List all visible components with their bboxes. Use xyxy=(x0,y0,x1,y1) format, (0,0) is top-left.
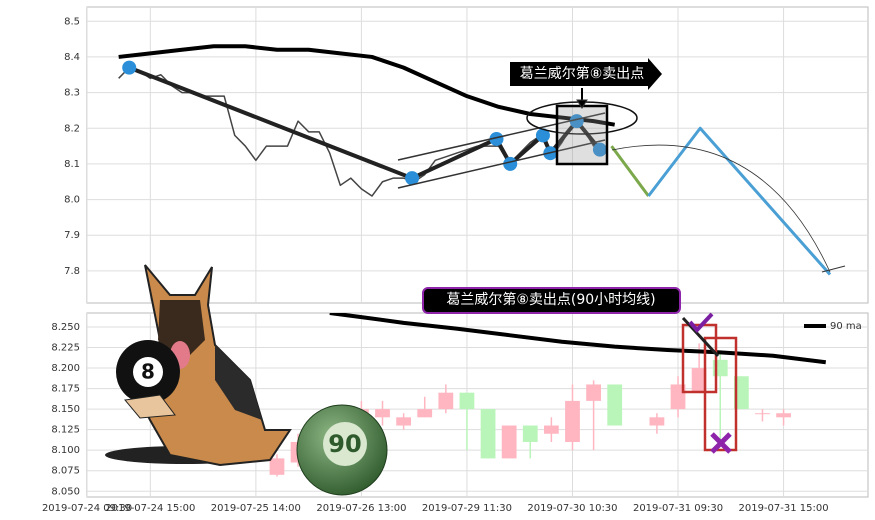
y-tick-label: 8.100 xyxy=(51,445,80,456)
candle-body xyxy=(649,417,665,426)
y-tick-label: 8.125 xyxy=(51,425,80,436)
callout-box xyxy=(422,287,681,314)
ball-label: 90 xyxy=(328,430,361,458)
ball-8-spot xyxy=(133,357,163,387)
line-series xyxy=(610,145,650,197)
annotation: 葛兰威尔第⑧卖出点(90小时均线) xyxy=(446,291,655,308)
legend-label: 90 ma xyxy=(830,321,862,332)
x-tick-label: 2019-07-26 13:00 xyxy=(316,503,406,514)
top-overlays xyxy=(397,88,846,273)
candle-body xyxy=(480,409,496,459)
x-tick-label: 2019-07-24 15:00 xyxy=(105,503,195,514)
y-tick-label: 8.3 xyxy=(64,88,80,99)
y-tick-label: 8.175 xyxy=(51,384,80,395)
candle-body xyxy=(607,384,623,426)
top-callout: 葛兰威尔第⑧卖出点 xyxy=(510,58,662,90)
candle-body xyxy=(776,413,791,418)
x-tick-label: 2019-07-25 14:00 xyxy=(211,503,301,514)
ball-90-spot xyxy=(323,422,367,466)
pointer-line xyxy=(681,316,720,358)
y-tick-label: 8.150 xyxy=(51,404,80,415)
candle-body xyxy=(565,400,580,442)
arc-tick xyxy=(821,265,846,273)
candle-body xyxy=(375,409,390,418)
x-tick-label: 2019-07-29 11:30 xyxy=(422,503,512,514)
x-tick-label: 2019-07-30 10:30 xyxy=(527,503,617,514)
y-tick-label: 8.050 xyxy=(51,486,80,497)
channel-line xyxy=(397,139,606,189)
point xyxy=(535,128,550,143)
candle-body xyxy=(269,458,285,475)
dog-paw xyxy=(124,394,176,419)
y-tick-label: 8.4 xyxy=(64,52,80,63)
y-tick-label: 7.9 xyxy=(64,230,80,241)
x-mark xyxy=(710,432,732,454)
check-mark xyxy=(688,312,714,333)
candle-body xyxy=(586,384,601,401)
callout-box xyxy=(510,58,662,90)
y-tick-label: 8.5 xyxy=(64,16,80,27)
candle-body xyxy=(501,425,517,459)
candle-body xyxy=(733,376,749,410)
bottom-overlays: 葛兰威尔第⑧卖出点(90小时均线) xyxy=(422,287,738,454)
y-tick-label: 8.2 xyxy=(64,123,80,134)
panel-plot xyxy=(87,7,868,303)
top-panel xyxy=(86,6,869,304)
x-tick-label: 2019-07-31 09:30 xyxy=(633,503,723,514)
channel-line xyxy=(397,112,606,161)
line-series xyxy=(329,313,827,365)
point xyxy=(405,171,420,186)
candle-body xyxy=(417,409,433,418)
y-tick-label: 8.200 xyxy=(51,363,80,374)
line-series xyxy=(118,44,616,127)
line-series xyxy=(647,126,832,276)
highlight-box xyxy=(703,336,738,452)
point xyxy=(489,131,504,146)
y-tick-label: 8.1 xyxy=(64,159,80,170)
y-tick-label: 7.8 xyxy=(64,266,80,277)
annotation: 葛兰威尔第⑧卖出点 xyxy=(520,65,645,82)
dog-back xyxy=(215,345,262,420)
y-tick-label: 8.225 xyxy=(51,343,80,354)
point xyxy=(503,156,518,171)
candle-body xyxy=(396,417,412,426)
projection-arc xyxy=(611,144,831,273)
candle-body xyxy=(691,368,707,393)
candle-body xyxy=(438,392,454,410)
point xyxy=(592,142,607,157)
plot-layer: 7.8 7.9 8.0 8.1 8.2 8.3 8.4 8.5 8.050 8.075 8.100 8… xyxy=(42,7,868,514)
ball-label: 8 xyxy=(141,360,155,384)
illustrations: 8 90 xyxy=(105,264,388,496)
highlight-box xyxy=(555,104,609,166)
y-tick-label: 8.0 xyxy=(64,195,80,206)
candle-body xyxy=(459,392,475,410)
x-tick-label: 2019-07-24 09:30 xyxy=(42,503,132,514)
x-tick-label: 2019-07-31 15:00 xyxy=(739,503,829,514)
point xyxy=(569,114,584,129)
callout-arrow-head xyxy=(576,99,588,109)
y-tick-label: 8.075 xyxy=(51,466,80,477)
candle-body xyxy=(522,425,538,442)
y-tick-label: 8.250 xyxy=(51,322,80,333)
candle-body xyxy=(755,413,770,415)
candle-body xyxy=(670,384,686,410)
candle-body xyxy=(543,425,559,434)
point xyxy=(122,60,137,75)
